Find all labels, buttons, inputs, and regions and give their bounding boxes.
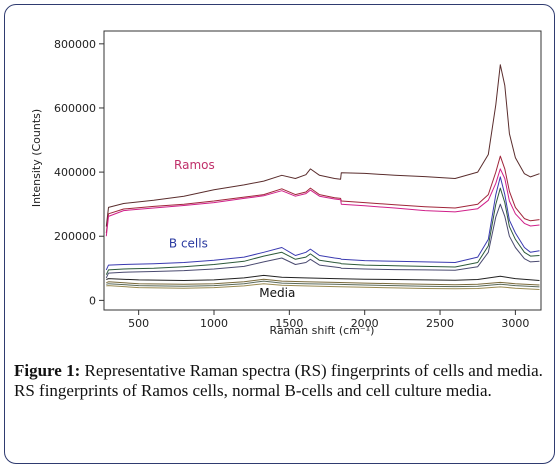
spectrum-line-1 [105, 64, 540, 227]
y-tick-label: 800000 [54, 38, 96, 51]
x-tick-label: 2000 [351, 317, 379, 330]
x-axis-title: Raman shift (cm⁻¹) [270, 324, 375, 337]
spectrum-line-8 [106, 278, 540, 286]
annotations: Ramos B cells Media [169, 158, 295, 300]
x-tick-label: 500 [128, 317, 149, 330]
raman-spectra-chart: 500 1000 1500 2000 2500 3000 0 200000 400000 600… [30, 30, 542, 337]
y-tick-label: 400000 [54, 166, 96, 179]
series-layer [105, 64, 540, 290]
y-axis-title: Intensity (Counts) [30, 109, 43, 207]
figure-caption: Figure 1: Representative Raman spectra (… [14, 361, 544, 401]
caption-text: Representative Raman spectra (RS) finger… [14, 361, 543, 400]
x-tick-label: 2500 [426, 317, 454, 330]
spectrum-line-6 [105, 203, 540, 279]
caption-label: Figure 1: [14, 361, 81, 380]
y-tick-label: 200000 [54, 230, 96, 243]
plot-area [103, 30, 542, 311]
spectrum-line-7 [106, 274, 540, 281]
spectrum-line-4 [105, 176, 540, 271]
y-tick-label: 600000 [54, 102, 96, 115]
spectrum-line-5 [105, 187, 540, 275]
spectrum-line-2 [105, 155, 540, 234]
x-tick-label: 3000 [501, 317, 529, 330]
y-ticks: 0 200000 400000 600000 800000 [54, 38, 104, 307]
spectrum-line-10 [106, 283, 540, 290]
x-tick-label: 1500 [275, 317, 303, 330]
annotation-label-3: Media [259, 286, 295, 300]
x-tick-label: 1000 [200, 317, 228, 330]
figure-frame [4, 4, 555, 464]
spectrum-line-9 [106, 280, 540, 288]
y-tick-label: 0 [89, 294, 96, 307]
spectrum-line-3 [105, 168, 540, 237]
x-ticks: 500 1000 1500 2000 2500 3000 [128, 310, 529, 330]
annotation-label-2: B cells [169, 236, 208, 250]
annotation-label-1: Ramos [174, 158, 215, 172]
